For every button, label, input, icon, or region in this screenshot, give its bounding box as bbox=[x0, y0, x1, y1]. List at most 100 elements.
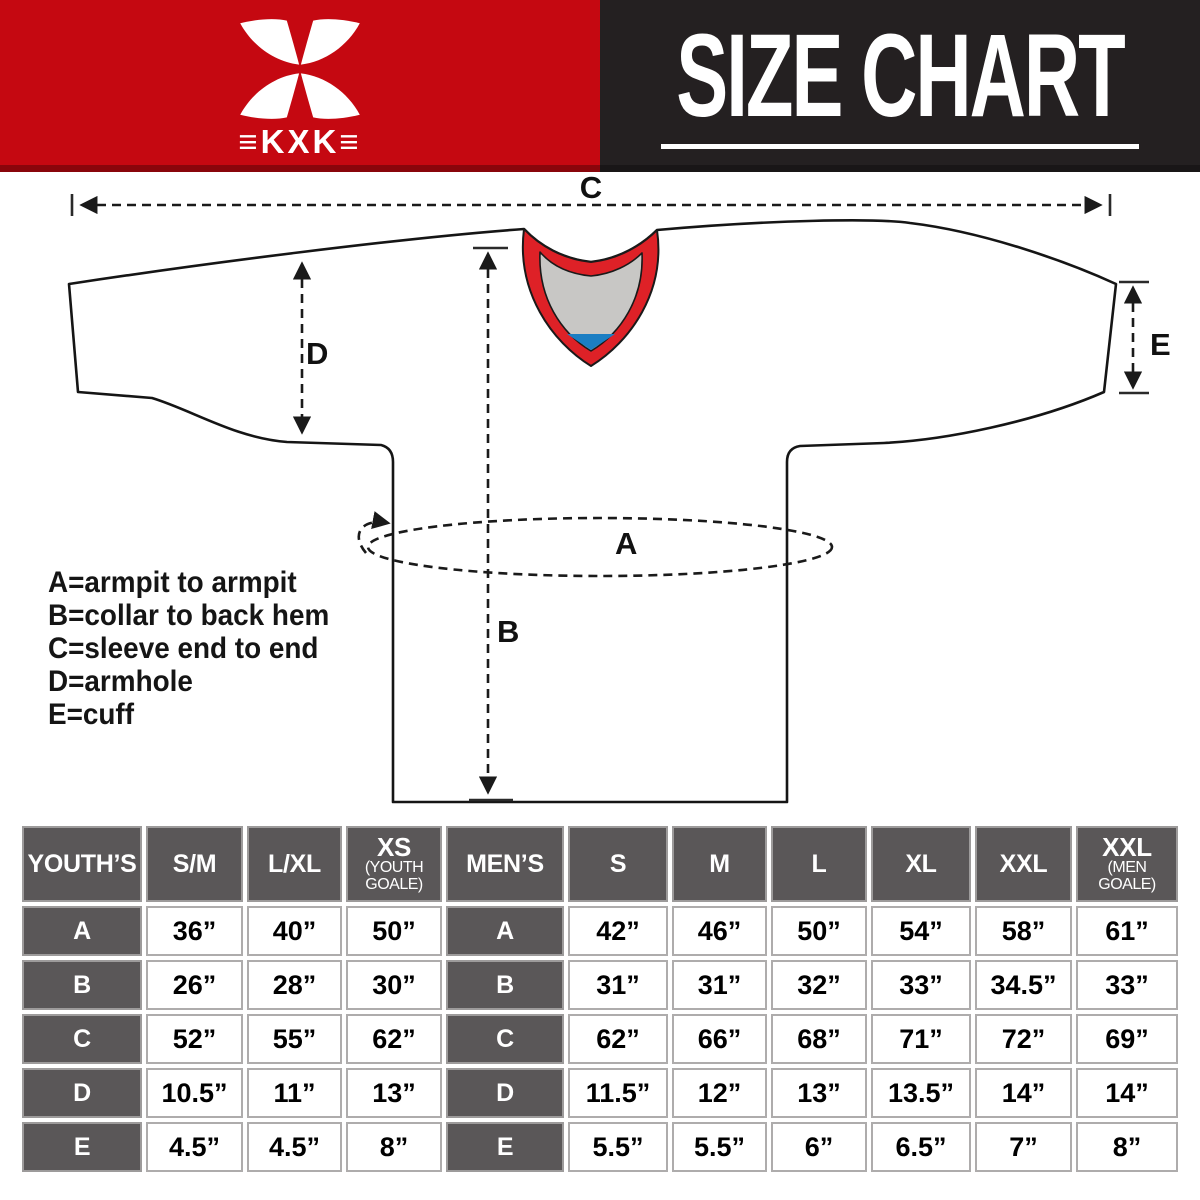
legend-line-d: D=armhole bbox=[48, 665, 193, 698]
column-header-xl: XL bbox=[871, 826, 971, 902]
collar-inner-gray bbox=[539, 251, 643, 352]
row-label: B bbox=[22, 960, 142, 1010]
jersey-measurement-diagram: C D E A B A=armpit to armpit B=collar to… bbox=[48, 172, 1171, 804]
size-value-cell: 62” bbox=[568, 1014, 668, 1064]
size-value-cell: 50” bbox=[771, 906, 867, 956]
size-value-cell: 13” bbox=[346, 1068, 442, 1118]
size-value-cell: 5.5” bbox=[568, 1122, 668, 1172]
size-value-cell: 31” bbox=[672, 960, 767, 1010]
row-label: E bbox=[22, 1122, 142, 1172]
size-value-cell: 55” bbox=[247, 1014, 342, 1064]
size-value-cell: 52” bbox=[146, 1014, 243, 1064]
row-label: D bbox=[446, 1068, 564, 1118]
table-row-b: B 26” 28” 30” B 31” 31” 32” 33” 34.5” 33… bbox=[22, 960, 1178, 1010]
measurement-legend: A=armpit to armpit B=collar to back hem … bbox=[48, 566, 329, 731]
collar bbox=[521, 228, 660, 367]
size-value-cell: 7” bbox=[975, 1122, 1072, 1172]
column-header-xxl: XXL bbox=[975, 826, 1072, 902]
title-underline bbox=[661, 143, 1139, 149]
size-value-cell: 8” bbox=[346, 1122, 442, 1172]
size-value-cell: 13.5” bbox=[871, 1068, 971, 1118]
row-label: C bbox=[22, 1014, 142, 1064]
size-value-cell: 10.5” bbox=[146, 1068, 243, 1118]
size-value-cell: 40” bbox=[247, 906, 342, 956]
row-label: C bbox=[446, 1014, 564, 1064]
page-title: SIZE CHART bbox=[676, 9, 1125, 142]
column-header-youths: YOUTH’S bbox=[22, 826, 142, 902]
size-value-cell: 66” bbox=[672, 1014, 767, 1064]
size-value-cell: 4.5” bbox=[247, 1122, 342, 1172]
row-label: A bbox=[22, 906, 142, 956]
header-banner: ≡KXK≡ SIZE CHART bbox=[0, 0, 1200, 172]
size-value-cell: 71” bbox=[871, 1014, 971, 1064]
size-value-cell: 61” bbox=[1076, 906, 1178, 956]
size-table: YOUTH’S S/M L/XL XS (YOUTH GOALE) MEN’S … bbox=[18, 822, 1182, 1176]
table-header-row: YOUTH’S S/M L/XL XS (YOUTH GOALE) MEN’S … bbox=[22, 826, 1178, 902]
kxk-logo-icon bbox=[240, 19, 360, 119]
size-value-cell: 33” bbox=[871, 960, 971, 1010]
label-c: C bbox=[580, 172, 602, 205]
table-row-e: E 4.5” 4.5” 8” E 5.5” 5.5” 6” 6.5” 7” 8” bbox=[22, 1122, 1178, 1172]
row-label: B bbox=[446, 960, 564, 1010]
column-header-lxl: L/XL bbox=[247, 826, 342, 902]
measurement-ellipse-a bbox=[366, 516, 834, 578]
size-value-cell: 13” bbox=[771, 1068, 867, 1118]
size-value-cell: 14” bbox=[975, 1068, 1072, 1118]
size-value-cell: 62” bbox=[346, 1014, 442, 1064]
size-value-cell: 34.5” bbox=[975, 960, 1072, 1010]
size-value-cell: 6.5” bbox=[871, 1122, 971, 1172]
legend-line-c: C=sleeve end to end bbox=[48, 632, 318, 665]
table-row-a: A 36” 40” 50” A 42” 46” 50” 54” 58” 61” bbox=[22, 906, 1178, 956]
legend-line-a: A=armpit to armpit bbox=[48, 566, 297, 599]
brand-logo: ≡KXK≡ bbox=[224, 18, 376, 159]
size-value-cell: 72” bbox=[975, 1014, 1072, 1064]
column-header-xs-note: (YOUTH GOALE) bbox=[364, 859, 424, 893]
size-value-cell: 14” bbox=[1076, 1068, 1178, 1118]
size-value-cell: 12” bbox=[672, 1068, 767, 1118]
size-value-cell: 33” bbox=[1076, 960, 1178, 1010]
size-value-cell: 54” bbox=[871, 906, 971, 956]
size-value-cell: 6” bbox=[771, 1122, 867, 1172]
label-d: D bbox=[306, 336, 328, 371]
brand-panel: ≡KXK≡ bbox=[0, 0, 600, 172]
column-header-xs-size: XS bbox=[376, 832, 412, 862]
title-panel: SIZE CHART bbox=[600, 0, 1200, 172]
size-value-cell: 32” bbox=[771, 960, 867, 1010]
size-value-cell: 8” bbox=[1076, 1122, 1178, 1172]
table-row-c: C 52” 55” 62” C 62” 66” 68” 71” 72” 69” bbox=[22, 1014, 1178, 1064]
column-header-mens: MEN’S bbox=[446, 826, 564, 902]
row-label: D bbox=[22, 1068, 142, 1118]
table-row-d: D 10.5” 11” 13” D 11.5” 12” 13” 13.5” 14… bbox=[22, 1068, 1178, 1118]
row-label: E bbox=[446, 1122, 564, 1172]
row-label: A bbox=[446, 906, 564, 956]
size-value-cell: 26” bbox=[146, 960, 243, 1010]
legend-line-e: E=cuff bbox=[48, 698, 134, 731]
size-value-cell: 46” bbox=[672, 906, 767, 956]
size-value-cell: 31” bbox=[568, 960, 668, 1010]
size-value-cell: 68” bbox=[771, 1014, 867, 1064]
label-e: E bbox=[1150, 327, 1171, 362]
ellipse-curl-arrow bbox=[357, 511, 391, 554]
column-header-xxl-men-goalie: XXL (MEN GOALE) bbox=[1076, 826, 1178, 902]
size-value-cell: 28” bbox=[247, 960, 342, 1010]
size-value-cell: 58” bbox=[975, 906, 1072, 956]
size-value-cell: 69” bbox=[1076, 1014, 1178, 1064]
logo-wordmark: ≡KXK≡ bbox=[238, 123, 362, 160]
column-header-xs-youth-goalie: XS (YOUTH GOALE) bbox=[346, 826, 442, 902]
label-b: B bbox=[497, 614, 519, 649]
column-header-m: M bbox=[672, 826, 767, 902]
size-value-cell: 30” bbox=[346, 960, 442, 1010]
size-value-cell: 11.5” bbox=[568, 1068, 668, 1118]
size-value-cell: 42” bbox=[568, 906, 668, 956]
size-value-cell: 50” bbox=[346, 906, 442, 956]
column-header-xxl2-size: XXL bbox=[1102, 832, 1152, 862]
size-value-cell: 36” bbox=[146, 906, 243, 956]
column-header-s: S bbox=[568, 826, 668, 902]
label-a: A bbox=[615, 526, 637, 561]
column-header-l: L bbox=[771, 826, 867, 902]
column-header-sm: S/M bbox=[146, 826, 243, 902]
collar-blue-insert bbox=[567, 334, 615, 350]
legend-line-b: B=collar to back hem bbox=[48, 599, 329, 632]
size-value-cell: 5.5” bbox=[672, 1122, 767, 1172]
size-value-cell: 4.5” bbox=[146, 1122, 243, 1172]
